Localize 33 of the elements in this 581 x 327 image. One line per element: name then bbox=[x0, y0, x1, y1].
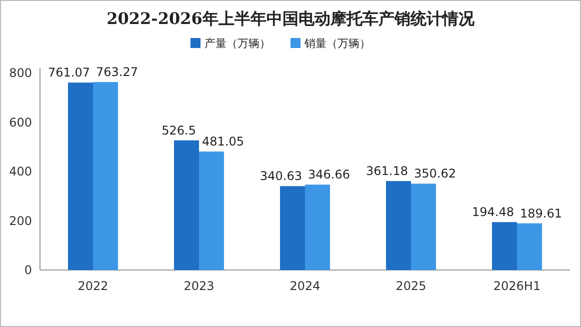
x-tick-label: 2025 bbox=[396, 279, 426, 293]
bar bbox=[68, 82, 93, 270]
data-label: 346.66 bbox=[308, 168, 350, 182]
data-label: 761.07 bbox=[48, 66, 90, 80]
bar bbox=[517, 223, 542, 270]
y-tick-label: 0 bbox=[24, 263, 32, 277]
bar bbox=[305, 184, 330, 270]
data-label: 481.05 bbox=[202, 134, 244, 149]
bar bbox=[492, 222, 517, 270]
data-label: 340.63 bbox=[260, 169, 302, 184]
x-tick-label: 2022 bbox=[78, 279, 108, 293]
data-label: 189.61 bbox=[520, 206, 562, 220]
data-label: 361.18 bbox=[366, 164, 408, 178]
bar bbox=[174, 140, 199, 270]
bar bbox=[280, 186, 305, 270]
bar bbox=[199, 152, 224, 270]
chart-title: 2022-2026年上半年中国电动摩托车产销统计情况 bbox=[106, 9, 476, 28]
y-tick-label: 400 bbox=[9, 164, 32, 178]
y-tick-label: 800 bbox=[9, 66, 32, 80]
bar bbox=[386, 181, 411, 270]
x-tick-label: 2024 bbox=[290, 279, 320, 293]
x-tick-label: 2026H1 bbox=[493, 279, 541, 293]
bar bbox=[411, 184, 436, 270]
data-label: 526.5 bbox=[162, 123, 196, 138]
y-tick-label: 600 bbox=[9, 115, 32, 130]
y-tick-label: 200 bbox=[9, 214, 32, 228]
data-label: 194.48 bbox=[472, 205, 514, 220]
bar bbox=[93, 82, 118, 270]
x-tick-label: 2023 bbox=[184, 279, 214, 293]
legend-label: 销量（万辆） bbox=[304, 37, 370, 50]
data-label: 350.62 bbox=[414, 166, 456, 181]
data-label: 763.27 bbox=[96, 65, 138, 80]
legend-label: 产量（万辆） bbox=[204, 37, 270, 50]
